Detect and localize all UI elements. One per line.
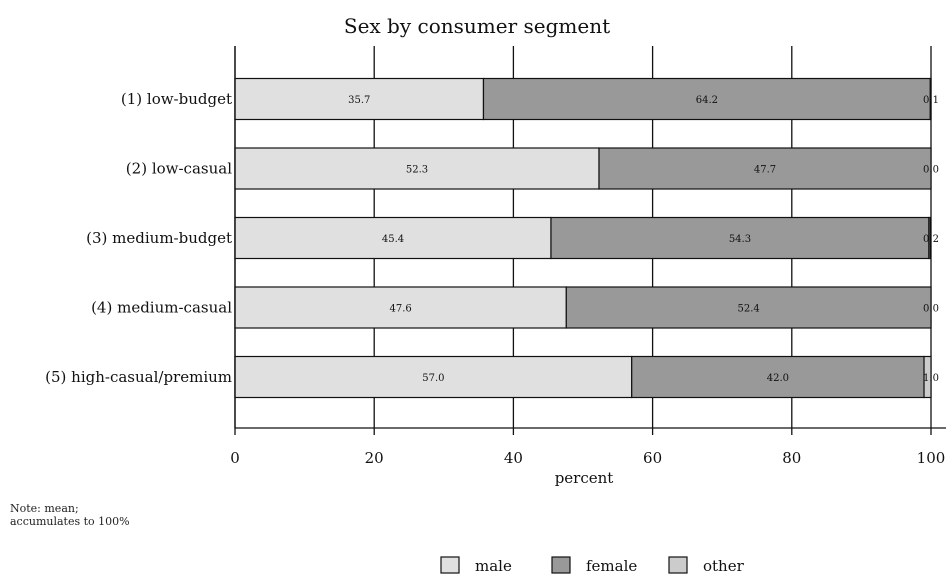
legend-label-other: other <box>703 557 745 574</box>
data-label: 35.7 <box>348 95 370 106</box>
x-tick-label: 80 <box>782 449 801 467</box>
legend-swatch-female <box>551 556 571 574</box>
bar-male <box>234 216 552 260</box>
x-tick-label: 60 <box>643 449 662 467</box>
category-label: (3) medium-budget <box>86 229 232 247</box>
x-tick-label: 0 <box>230 449 240 467</box>
data-label: 47.6 <box>390 304 412 315</box>
data-label: 64.2 <box>696 95 718 106</box>
note-line-2: accumulates to 100% <box>10 515 130 528</box>
data-label: 45.4 <box>382 234 404 245</box>
category-label: (2) low-casual <box>126 160 232 178</box>
chart-title: Sex by consumer segment <box>344 14 610 38</box>
legend-swatch-male <box>440 556 460 574</box>
x-tick-label: 20 <box>365 449 384 467</box>
bar-female <box>631 355 925 399</box>
data-label: 52.4 <box>738 304 760 315</box>
legend-label-female: female <box>586 557 637 574</box>
bar-female <box>565 286 932 329</box>
category-label: (5) high-casual/premium <box>45 368 232 386</box>
category-label: (1) low-budget <box>121 90 232 108</box>
x-tick-label: 100 <box>917 449 946 467</box>
bar-female <box>598 147 932 190</box>
data-label: 0.0 <box>923 304 939 315</box>
bar-male <box>234 77 485 121</box>
data-label: 0.1 <box>923 95 939 106</box>
legend: male female other <box>440 556 745 574</box>
bar-other <box>923 355 932 399</box>
legend-label-male: male <box>475 557 512 574</box>
data-label: 0.2 <box>923 234 939 245</box>
legend-swatch-other <box>668 556 688 574</box>
x-axis-label: percent <box>555 469 614 487</box>
data-label: 1.0 <box>923 373 939 384</box>
bar-other <box>929 77 932 121</box>
category-label: (4) medium-casual <box>91 299 232 317</box>
data-label: 54.3 <box>729 234 751 245</box>
data-label: 52.3 <box>406 165 428 176</box>
bar-male <box>234 147 600 190</box>
bar-female <box>550 216 930 260</box>
note-line-1: Note: mean; <box>10 502 79 515</box>
data-label: 0.0 <box>923 165 939 176</box>
x-tick-label: 40 <box>504 449 523 467</box>
plot-area: (1) low-budget 35.7 64.2 0.1 (2) low-casual 5… <box>45 46 946 467</box>
data-label: 47.7 <box>754 165 776 176</box>
data-label: 57.0 <box>422 373 444 384</box>
bar-other <box>928 216 931 260</box>
data-label: 42.0 <box>767 373 789 384</box>
